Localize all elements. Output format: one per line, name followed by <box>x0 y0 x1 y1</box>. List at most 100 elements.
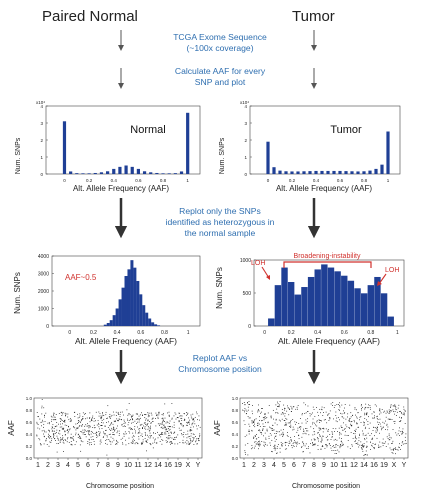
normal-chr-point <box>82 433 84 435</box>
normal-chr-point <box>109 418 111 419</box>
tumor-het-bar <box>321 264 328 326</box>
tumor-chr-point <box>277 444 279 445</box>
tumor-chr-point <box>284 425 286 426</box>
normal-chr-point <box>110 424 112 426</box>
tumor-chr-point <box>264 414 266 416</box>
tumor-chr-point <box>397 407 399 409</box>
normal-chr-point <box>77 433 79 435</box>
tumor-chr-point <box>291 408 293 410</box>
tumor-chr-point <box>384 442 386 444</box>
normal-chr-point <box>151 412 152 414</box>
normal-chr-point <box>122 442 123 444</box>
normal-chr-point <box>162 439 164 441</box>
normal-chr-point <box>102 412 103 414</box>
normal-chr-point <box>64 434 66 436</box>
normal-chr-point <box>145 423 147 425</box>
tumor-chr-point <box>401 417 402 418</box>
normal-chr-point <box>186 437 188 439</box>
tumor-chr-point <box>283 433 285 435</box>
normal-chr-point <box>52 427 53 429</box>
tumor-hist-bar <box>374 168 378 174</box>
tumor-hist-bar <box>284 171 288 174</box>
tumor-chr-point <box>305 404 306 406</box>
tumor-chr-point <box>362 406 363 408</box>
tumor-chr-point <box>316 407 317 408</box>
normal-chr-point <box>177 417 179 418</box>
tumor-chr-point <box>307 447 309 449</box>
normal-chr-point <box>145 428 147 430</box>
tumor-chr-point <box>318 415 319 417</box>
tumor-chr-point <box>356 409 357 411</box>
tumor-chr-point <box>327 414 329 415</box>
normal-chr-xlabel: Chromosome position <box>86 483 154 490</box>
tumor-het-xtick-label: 0 <box>263 330 266 336</box>
tumor-chr-point <box>391 410 392 412</box>
tumor-hist-ytick-label: 1 <box>244 155 247 160</box>
normal-chr-point <box>51 430 53 432</box>
normal-chr-point <box>72 438 74 440</box>
normal-chr-point <box>113 420 115 422</box>
tumor-chr-point <box>247 402 249 404</box>
tumor-chr-point <box>343 417 345 419</box>
normal-chr-point <box>132 428 133 430</box>
normal-chr-point <box>149 429 151 431</box>
normal-chr-point <box>89 434 90 436</box>
tumor-hist-bar <box>272 167 276 174</box>
normal-het-bar <box>145 312 149 326</box>
normal-chr-point <box>101 428 103 429</box>
normal-chr-point <box>145 440 147 442</box>
tumor-chr-point <box>392 405 394 407</box>
tumor-chr-point <box>349 448 351 450</box>
normal-chr-point <box>94 427 96 428</box>
tumor-chr-point <box>398 446 400 448</box>
tumor-chr-point <box>331 450 333 451</box>
tumor-chr-point <box>347 413 349 415</box>
tumor-chr-point <box>280 429 282 431</box>
tumor-chr-point <box>308 446 309 448</box>
normal-hist-bar <box>99 172 104 174</box>
normal-chr-point <box>112 423 114 425</box>
tumor-chr-point <box>314 443 316 445</box>
normal-chr-point <box>168 414 170 416</box>
tumor-chr-point <box>341 427 342 428</box>
tumor-chr-point <box>335 450 337 451</box>
tumor-chr-point <box>356 416 358 418</box>
normal-chr-point <box>56 443 58 445</box>
normal-chr-point <box>82 429 84 431</box>
tumor-chr-point <box>321 446 323 448</box>
normal-chr-point <box>177 417 179 419</box>
normal-chr-point <box>52 424 54 426</box>
tumor-chr-point <box>390 407 391 408</box>
tumor-chr-point <box>274 440 276 442</box>
normal-chr-point <box>102 412 104 414</box>
tumor-chr-point <box>258 429 260 431</box>
tumor-chr-point <box>242 409 244 411</box>
normal-chr-point <box>93 424 95 426</box>
normal-chr-point <box>190 429 192 431</box>
tumor-chr-point <box>327 429 329 430</box>
normal-chr-point <box>146 424 148 425</box>
normal-chr-point <box>108 439 110 440</box>
tumor-chr-point <box>354 433 356 435</box>
normal-chr-point <box>97 420 99 422</box>
tumor-chr-point <box>282 413 284 415</box>
tumor-chr-point <box>369 406 371 408</box>
tumor-chr-point <box>258 444 259 446</box>
normal-chr-point <box>118 433 120 435</box>
tumor-chr-point <box>387 418 389 420</box>
normal-chr-point <box>148 430 150 432</box>
normal-hist-bar <box>87 173 91 174</box>
tumor-chr-point <box>249 404 251 405</box>
normal-chr-point <box>147 420 149 422</box>
tumor-chr-point <box>366 445 368 447</box>
normal-chr-point <box>116 441 118 443</box>
normal-chr-point <box>78 425 80 427</box>
tumor-hist-bar <box>308 171 312 174</box>
normal-chr-point <box>114 421 116 422</box>
normal-chr-point <box>160 433 161 435</box>
normal-chr-point <box>56 435 58 437</box>
normal-chr-point <box>77 420 79 422</box>
tumor-chr-point <box>359 416 361 418</box>
tumor-chr-point <box>378 446 380 448</box>
tumor-chr-point <box>253 422 254 424</box>
